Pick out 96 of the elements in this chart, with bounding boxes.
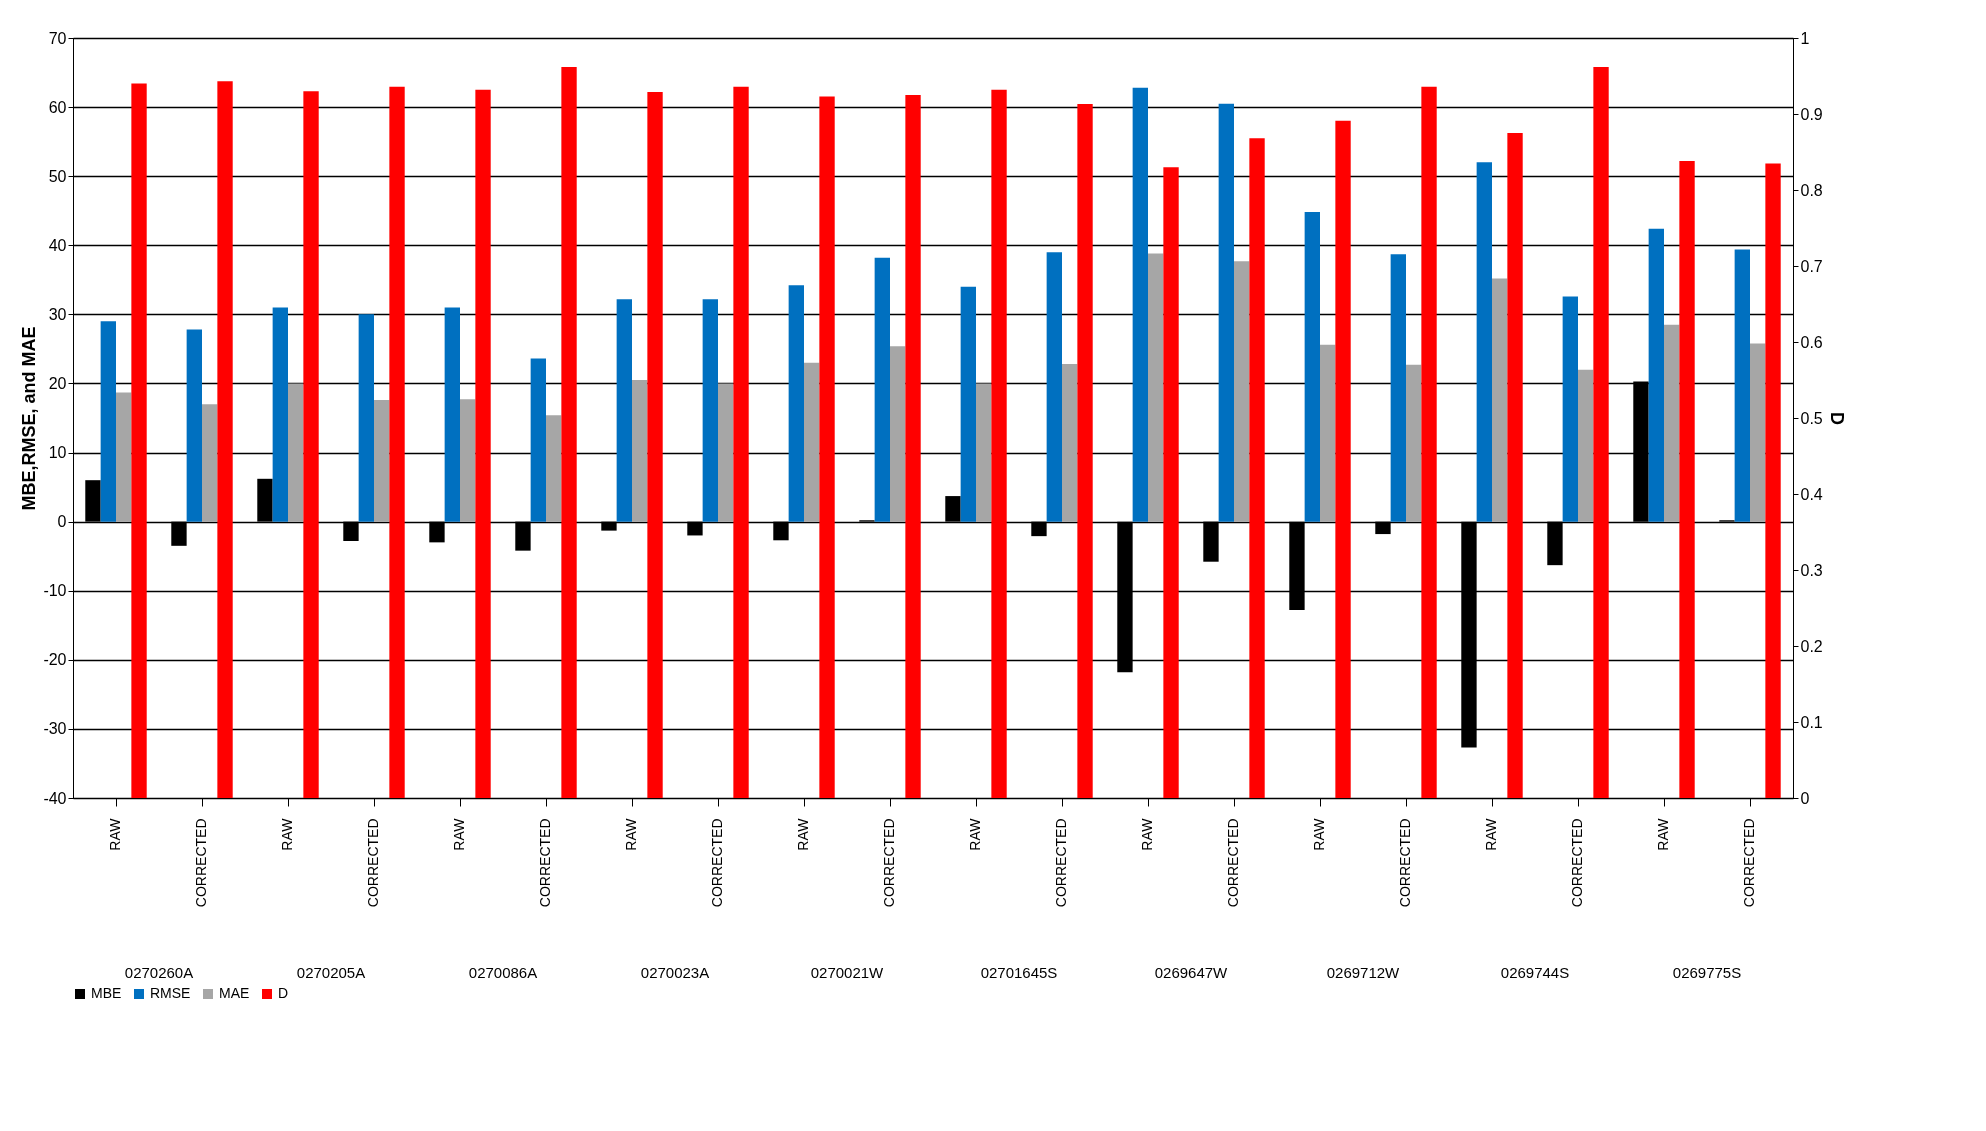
text: 0270205A bbox=[296, 964, 366, 981]
bar bbox=[1578, 369, 1594, 522]
bar bbox=[976, 383, 992, 522]
legend-label: D bbox=[278, 985, 289, 1001]
text: 0269647W bbox=[1154, 964, 1229, 981]
bar bbox=[960, 286, 976, 522]
bar bbox=[632, 380, 648, 522]
y2-tick-label: 0.3 bbox=[1800, 561, 1823, 579]
y-tick-label: -40 bbox=[43, 789, 67, 807]
bar bbox=[460, 399, 476, 522]
bar bbox=[874, 257, 890, 522]
bar bbox=[1062, 364, 1078, 522]
bar bbox=[1664, 324, 1680, 522]
bar bbox=[1406, 364, 1422, 522]
bar bbox=[358, 314, 374, 522]
y2-tick-label: 0.6 bbox=[1800, 333, 1823, 351]
bar bbox=[444, 307, 460, 522]
y2-axis-title: D bbox=[1826, 412, 1847, 425]
y2-tick-label: 0.8 bbox=[1800, 181, 1823, 199]
bar bbox=[1218, 103, 1234, 522]
y-tick-label: -20 bbox=[43, 651, 67, 669]
bar bbox=[530, 358, 546, 522]
y-tick-label: 60 bbox=[48, 98, 67, 116]
y2-tick-label: 0.1 bbox=[1800, 713, 1823, 731]
x-tick-label: RAW bbox=[967, 817, 983, 851]
bar bbox=[100, 321, 116, 522]
x-tick-label: CORRECTED bbox=[1397, 818, 1413, 908]
bar bbox=[616, 299, 632, 522]
bar bbox=[1320, 344, 1336, 522]
bar bbox=[1750, 343, 1766, 522]
bar bbox=[1132, 87, 1148, 522]
y2-tick-label: 0.7 bbox=[1800, 257, 1823, 275]
y-tick-label: 70 bbox=[48, 29, 67, 47]
text: 0270023A bbox=[640, 964, 710, 981]
y-tick-label: 20 bbox=[48, 374, 67, 392]
legend-label: MAE bbox=[219, 985, 250, 1001]
text: 0269744S bbox=[1500, 964, 1570, 981]
bar bbox=[374, 400, 390, 522]
x-tick-label: RAW bbox=[795, 817, 811, 851]
x-tick-label: RAW bbox=[451, 817, 467, 851]
x-tick-label: RAW bbox=[1655, 817, 1671, 851]
bar bbox=[1734, 249, 1750, 522]
bar bbox=[1562, 296, 1578, 522]
x-tick-label: RAW bbox=[623, 817, 639, 851]
bar bbox=[288, 383, 304, 522]
text: 0269712W bbox=[1326, 964, 1401, 981]
bar bbox=[546, 415, 562, 522]
x-tick-label: CORRECTED bbox=[1053, 818, 1069, 908]
y-tick-label: 30 bbox=[48, 305, 67, 323]
bar bbox=[116, 392, 132, 522]
bar bbox=[1648, 228, 1664, 522]
text: 02701645S bbox=[980, 964, 1058, 981]
x-tick-label: CORRECTED bbox=[709, 818, 725, 908]
y-axis-title: MBE,RMSE, and MAE bbox=[19, 326, 40, 511]
legend-label: MBE bbox=[91, 985, 122, 1001]
text: 0269775S bbox=[1672, 964, 1742, 981]
y2-tick-label: 1 bbox=[1800, 29, 1810, 47]
y2-tick-label: 0 bbox=[1800, 789, 1810, 807]
text: 0270260A bbox=[124, 964, 194, 981]
y2-tick-label: 0.4 bbox=[1800, 485, 1823, 503]
bar bbox=[186, 329, 202, 522]
x-tick-label: RAW bbox=[1311, 817, 1327, 851]
y-tick-label: -10 bbox=[43, 582, 67, 600]
bar bbox=[890, 346, 906, 522]
bar bbox=[1476, 162, 1492, 522]
x-tick-label: CORRECTED bbox=[537, 818, 553, 908]
bar bbox=[804, 362, 820, 522]
bar bbox=[788, 285, 804, 522]
legend-label: RMSE bbox=[150, 985, 191, 1001]
y-tick-label: 10 bbox=[48, 444, 67, 462]
y2-tick-label: 0.5 bbox=[1800, 409, 1823, 427]
bar bbox=[272, 307, 288, 522]
y-tick-label: 40 bbox=[48, 236, 67, 254]
x-tick-label: CORRECTED bbox=[881, 818, 897, 908]
x-tick-label: RAW bbox=[279, 817, 295, 851]
x-tick-label: CORRECTED bbox=[365, 818, 381, 908]
y-tick-label: -30 bbox=[43, 720, 67, 738]
y-tick-label: 50 bbox=[48, 167, 67, 185]
text: 0270021W bbox=[810, 964, 885, 981]
x-tick-label: CORRECTED bbox=[1741, 818, 1757, 908]
y-tick-label: 0 bbox=[57, 513, 67, 531]
bar bbox=[1046, 252, 1062, 522]
x-tick-label: RAW bbox=[107, 817, 123, 851]
bar bbox=[1390, 254, 1406, 522]
bar bbox=[718, 383, 734, 522]
bar bbox=[1304, 212, 1320, 522]
text: 0270086A bbox=[468, 964, 538, 981]
x-tick-label: CORRECTED bbox=[1225, 818, 1241, 908]
x-tick-label: CORRECTED bbox=[193, 818, 209, 908]
x-tick-label: CORRECTED bbox=[1569, 818, 1585, 908]
y2-tick-label: 0.9 bbox=[1800, 105, 1823, 123]
y2-tick-label: 0.2 bbox=[1800, 637, 1823, 655]
bar bbox=[202, 404, 218, 522]
x-tick-label: RAW bbox=[1483, 817, 1499, 851]
x-tick-label: RAW bbox=[1139, 817, 1155, 851]
bar bbox=[702, 299, 718, 522]
